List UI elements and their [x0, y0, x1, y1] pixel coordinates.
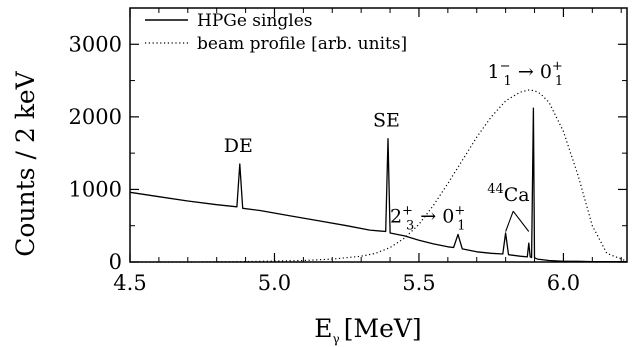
- annotation-1-minus-to-0-plus: 1− 1 → 0+ 1: [488, 59, 564, 89]
- x-axis-title: Eγ [MeV]: [314, 314, 421, 346]
- y-tick-label: 0: [109, 250, 122, 274]
- annotation-layer: DE SE 1− 1 → 0+ 1 2+ 3 → 0+ 1 44Ca: [224, 59, 563, 233]
- annotation-de: DE: [224, 135, 253, 157]
- y-tick-label: 3000: [69, 32, 122, 56]
- annotation-44ca-pointer: [512, 210, 530, 232]
- legend: HPGe singles beam profile [arb. units]: [145, 11, 407, 54]
- x-tick-label: 4.5: [113, 271, 146, 295]
- x-tick-label: 5.5: [402, 271, 435, 295]
- legend-label-beam: beam profile [arb. units]: [197, 34, 407, 54]
- x-axis-subscript: γ: [333, 332, 340, 346]
- y-axis-title: Counts / 2 keV: [11, 70, 40, 256]
- annotation-44ca: 44Ca: [487, 182, 529, 206]
- annotation-se: SE: [373, 110, 400, 132]
- plot-frame: [129, 7, 628, 263]
- series-layer: [129, 89, 628, 263]
- x-axis-unit: [MeV]: [344, 314, 422, 343]
- y-tick-label: 2000: [69, 105, 122, 129]
- x-tick-label: 5.0: [258, 271, 291, 295]
- x-axis-symbol: E: [314, 314, 332, 343]
- annotation-44ca-pointer: [505, 211, 514, 232]
- series-hpge-singles: [129, 107, 627, 263]
- plot-area: 4.5 5.0 5.5 6.0 0 1000 2000 3000 DE SE 1− 1 → 0+ 1 2…: [69, 7, 628, 295]
- legend-label-hpge: HPGe singles: [197, 11, 313, 31]
- x-tick-label: 6.0: [547, 271, 580, 295]
- y-tick-label: 1000: [69, 177, 122, 201]
- annotation-2-plus-to-0-plus: 2+ 3 → 0+ 1: [390, 203, 466, 233]
- axis-ticks: 4.5 5.0 5.5 6.0 0 1000 2000 3000: [69, 8, 627, 295]
